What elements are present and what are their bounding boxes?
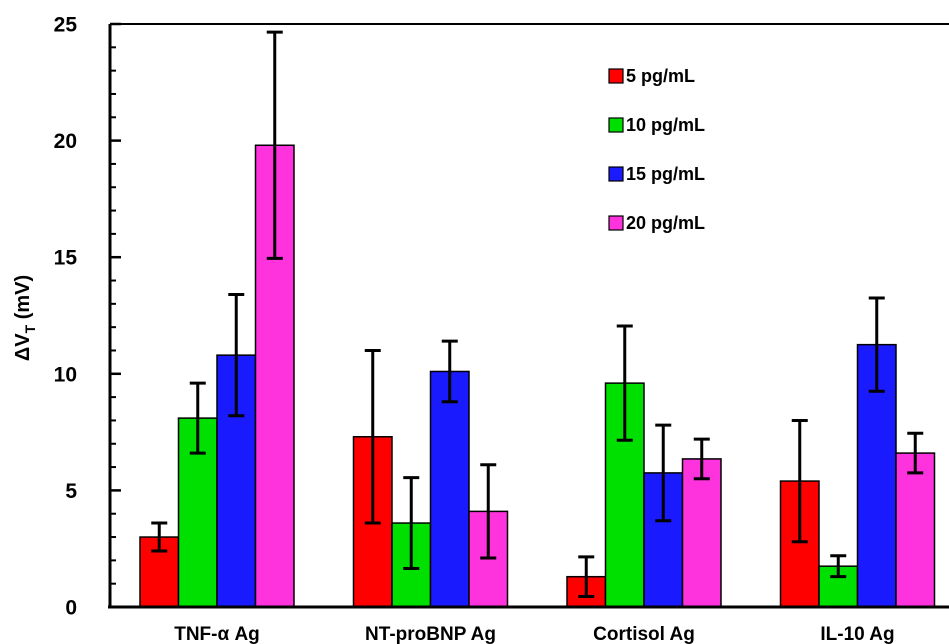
- category-label-3: Cortisol Ag: [593, 624, 695, 644]
- y-tick-label-5: 25: [54, 14, 78, 37]
- bar-4-4: [895, 452, 936, 608]
- error-bar-3-4: [693, 437, 710, 481]
- y-tick-label-4: 20: [54, 130, 77, 153]
- error-bar-4-2: [830, 554, 847, 579]
- error-bar-3-1: [578, 555, 595, 599]
- legend-label-4: 20 pg/mL: [626, 213, 705, 233]
- error-bar-2-2: [403, 476, 420, 571]
- y-tick-label-2: 10: [54, 363, 77, 386]
- error-bar-3-3: [655, 423, 672, 523]
- legend-swatch-2: [608, 117, 624, 133]
- error-bar-2-1: [364, 348, 381, 525]
- y-tick-label-1: 5: [65, 480, 77, 503]
- error-bar-2-4: [480, 463, 497, 560]
- error-bar-4-3: [868, 296, 885, 393]
- category-labels-layer: TNF-α Ag NT-proBNP Ag Cortisol Ag IL-10 Ag: [174, 624, 894, 644]
- axis-layer: [108, 23, 949, 609]
- legend-swatch-4: [608, 215, 624, 231]
- bar-1-4: [254, 144, 295, 608]
- error-bar-4-4: [907, 431, 924, 475]
- error-bar-1-1: [151, 521, 168, 553]
- legend-label-3: 15 pg/mL: [626, 164, 705, 184]
- legend-label-1: 5 pg/mL: [626, 66, 695, 86]
- error-bar-3-2: [616, 324, 633, 442]
- y-axis-title-subscript: T: [22, 324, 38, 333]
- bar-2-3: [429, 370, 470, 608]
- legend-swatch-3: [608, 166, 624, 182]
- y-tick-label-0: 0: [65, 597, 77, 620]
- y-ticks-layer: 0 5 10 15 20 25: [54, 14, 121, 620]
- error-bar-2-3: [441, 339, 458, 404]
- legend-item-3: 15 pg/mL: [608, 164, 705, 184]
- error-bar-1-2: [189, 381, 206, 455]
- y-tick-label-3: 15: [54, 247, 78, 270]
- legend-label-2: 10 pg/mL: [626, 115, 705, 135]
- bars-layer: [139, 144, 936, 608]
- y-axis-title-unit: (mV): [12, 275, 34, 325]
- y-axis-title: ΔVT (mV): [12, 275, 38, 361]
- legend-item-4: 20 pg/mL: [608, 213, 705, 233]
- category-label-4: IL-10 Ag: [820, 624, 894, 644]
- bar-3-4: [681, 458, 722, 608]
- category-label-1: TNF-α Ag: [174, 624, 260, 644]
- legend-item-2: 10 pg/mL: [608, 115, 705, 135]
- error-bar-4-1: [791, 418, 808, 544]
- y-axis-title-main: ΔV: [12, 333, 34, 361]
- error-bars-layer: [151, 30, 924, 599]
- category-label-2: NT-proBNP Ag: [365, 624, 496, 644]
- legend-item-1: 5 pg/mL: [608, 66, 695, 86]
- error-bar-1-3: [228, 293, 245, 418]
- error-bar-1-4: [266, 30, 283, 260]
- legend-swatch-1: [608, 68, 624, 84]
- legend: 5 pg/mL 10 pg/mL 15 pg/mL 20 pg/mL: [608, 66, 705, 233]
